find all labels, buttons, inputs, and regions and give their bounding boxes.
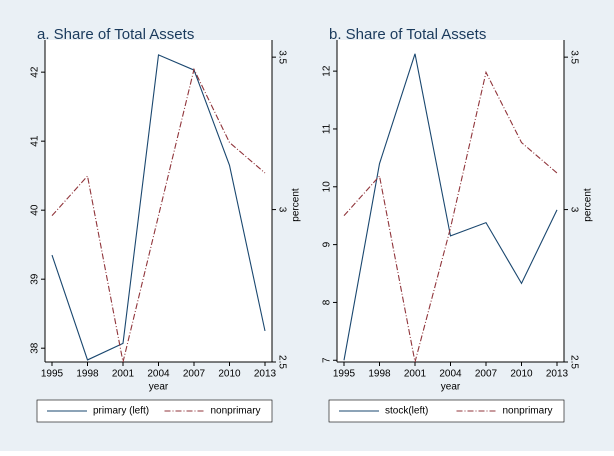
x-tick-label: 2004 [147,369,170,380]
x-tick-label: 2004 [439,369,462,380]
chart-title: b. Share of Total Assets [329,26,486,43]
y2-tick-label: 3.5 [568,50,579,64]
legend-label: nonprimary [211,406,261,417]
y-tick-label: 38 [30,342,41,354]
y2-tick-label: 2.5 [568,355,579,369]
y-tick-label: 12 [322,65,333,77]
x-tick-label: 2001 [404,369,427,380]
x-tick-label: 2010 [510,369,533,380]
x-tick-label: 2007 [475,369,498,380]
y2-tick-label: 3 [276,207,287,213]
x-tick-label: 2013 [254,369,277,380]
x-tick-label: 1998 [76,369,99,380]
series-line [51,54,266,361]
series-line [343,70,558,363]
legend [36,399,273,423]
y2-tick-label: 3.5 [276,50,287,64]
y-tick-label: 8 [322,299,333,305]
y-tick-label: 40 [30,204,41,216]
plot-area [45,40,272,362]
y2-tick-label: 2.5 [276,355,287,369]
y2-axis-label: percent [583,188,594,222]
x-axis-label: year [149,382,169,393]
y2-axis-label: percent [291,188,302,222]
x-axis-label: year [441,382,461,393]
y-tick-label: 9 [322,241,333,247]
x-tick-label: 2001 [112,369,135,380]
x-tick-label: 2013 [546,369,569,380]
legend-label: primary (left) [93,406,149,417]
legend [328,399,565,423]
y-tick-label: 42 [30,66,41,78]
y-tick-label: 11 [322,123,333,134]
plot-area [337,40,564,362]
y-tick-label: 39 [30,273,41,285]
y2-tick-label: 3 [568,207,579,213]
x-tick-label: 1995 [41,369,64,380]
x-tick-label: 2007 [183,369,206,380]
x-tick-label: 2010 [218,369,241,380]
y-tick-label: 10 [322,181,333,193]
x-tick-label: 1998 [368,369,391,380]
chart-title: a. Share of Total Assets [37,26,194,43]
y-tick-label: 7 [322,357,333,363]
x-tick-label: 1995 [333,369,356,380]
y-tick-label: 41 [30,135,41,147]
legend-label: stock(left) [385,406,428,417]
series-line [343,53,558,361]
legend-label: nonprimary [503,406,553,417]
series-line [51,67,266,363]
